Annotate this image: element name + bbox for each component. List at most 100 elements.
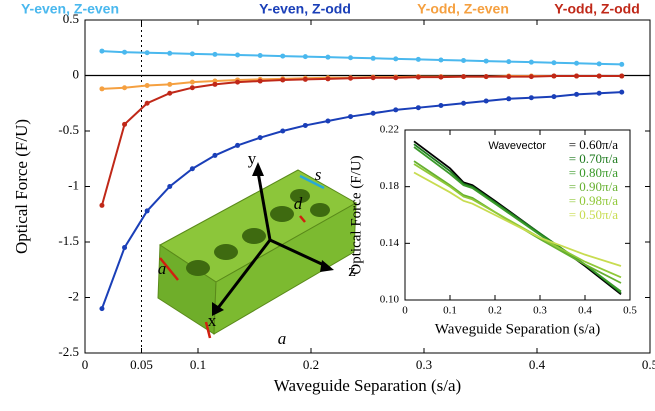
data-point <box>99 202 105 208</box>
data-point <box>528 59 534 65</box>
data-point <box>393 56 399 62</box>
legend-entry: Y-odd, Z-odd <box>554 1 640 17</box>
data-point <box>619 61 625 67</box>
data-point <box>325 54 331 60</box>
data-point <box>438 102 444 108</box>
data-point <box>348 114 354 120</box>
data-point <box>574 60 580 66</box>
y-axis-label: Optical Force (F/U) <box>12 119 31 254</box>
y-tick-label: -0.5 <box>58 122 79 137</box>
y-tick-label: 0.14 <box>380 237 400 249</box>
data-point <box>596 73 602 79</box>
x-tick-label: 0.1 <box>443 305 457 317</box>
data-point <box>370 110 376 116</box>
waveguide-illustration <box>157 162 358 339</box>
legend-entry: = 0.80π/a <box>569 165 619 180</box>
data-point <box>99 86 105 92</box>
data-point <box>506 74 512 80</box>
data-point <box>415 105 421 111</box>
data-point <box>167 81 173 87</box>
series-line <box>413 171 622 267</box>
data-point <box>235 142 241 148</box>
data-point <box>167 90 173 96</box>
data-point <box>370 75 376 81</box>
x-tick-label: 0.5 <box>623 305 637 317</box>
data-point <box>122 85 128 91</box>
legend-entry: = 0.50π/a <box>569 207 619 222</box>
data-point <box>596 61 602 67</box>
data-point <box>235 79 241 85</box>
data-point <box>280 77 286 83</box>
series-line <box>413 163 622 279</box>
chart-1: 0.10 0.14 0.18 0.22 0 0.1 0.2 0.3 0.4 0.5 Waveguid… <box>348 124 637 338</box>
x-tick-label: 0 <box>82 357 89 372</box>
annotation: z <box>348 261 356 280</box>
series-line <box>101 50 622 66</box>
x-tick-label: 0.2 <box>303 357 319 372</box>
annotation: a <box>158 259 167 278</box>
data-point <box>99 306 105 312</box>
chart-0: 0.50-0.5-1-1.5-2-2.50 0.05 0.1 0.2 0.3 0.4 0.5… <box>12 11 655 395</box>
data-point <box>461 74 467 80</box>
data-point <box>189 166 195 172</box>
series-line <box>100 75 622 206</box>
y-axis-label: Optical Force (F/U) <box>348 155 364 274</box>
data-point <box>257 135 263 141</box>
legend-entry: = 0.90π/a <box>569 179 619 194</box>
data-point <box>619 73 625 79</box>
x-axis-label: Waveguide Separation (s/a) <box>435 321 600 337</box>
x-tick-label: 0.1 <box>190 357 206 372</box>
data-point <box>99 48 105 54</box>
data-point <box>574 91 580 97</box>
data-point <box>144 100 150 106</box>
legend-entry: = 0.60π/a <box>569 137 619 152</box>
annotation: x <box>208 311 217 330</box>
data-point <box>393 107 399 113</box>
data-point <box>189 85 195 91</box>
data-point <box>438 57 444 63</box>
annotation: d <box>294 194 303 213</box>
data-point <box>348 75 354 81</box>
data-point <box>551 60 557 66</box>
data-point <box>122 49 128 55</box>
data-point <box>122 245 128 251</box>
legend-entry: = 0.70π/a <box>569 151 619 166</box>
data-point <box>144 208 150 214</box>
data-point <box>574 73 580 79</box>
data-point <box>528 95 534 101</box>
data-point <box>280 53 286 59</box>
data-point <box>212 81 218 87</box>
y-tick-label: 0.22 <box>380 124 399 136</box>
x-axis-label: Waveguide Separation (s/a) <box>274 376 461 395</box>
data-point <box>506 59 512 65</box>
y-tick-label: 0 <box>73 66 80 81</box>
data-point <box>506 96 512 102</box>
data-point <box>461 100 467 106</box>
y-tick-label: -2 <box>68 288 79 303</box>
data-point <box>483 98 489 104</box>
y-tick-label: -1 <box>68 177 79 192</box>
data-point <box>122 121 128 127</box>
series-line <box>101 91 622 309</box>
data-point <box>528 74 534 80</box>
data-point <box>415 74 421 80</box>
data-point <box>415 56 421 62</box>
legend-title: Wavevector <box>488 140 546 152</box>
x-tick-label: 0 <box>402 305 408 317</box>
x-tick-label: 0.05 <box>130 357 153 372</box>
plot-frame <box>404 129 631 301</box>
data-point <box>325 118 331 124</box>
data-point <box>144 82 150 88</box>
y-tick-label: -2.5 <box>58 344 79 359</box>
data-point <box>257 53 263 59</box>
annotation: a <box>278 329 287 348</box>
data-point <box>167 50 173 56</box>
data-point <box>483 74 489 80</box>
y-tick-label: -1.5 <box>58 233 79 248</box>
y-tick-label: 0.5 <box>63 11 79 26</box>
data-point <box>212 51 218 57</box>
x-tick-label: 0.4 <box>578 305 592 317</box>
data-point <box>235 52 241 58</box>
data-point <box>280 128 286 134</box>
